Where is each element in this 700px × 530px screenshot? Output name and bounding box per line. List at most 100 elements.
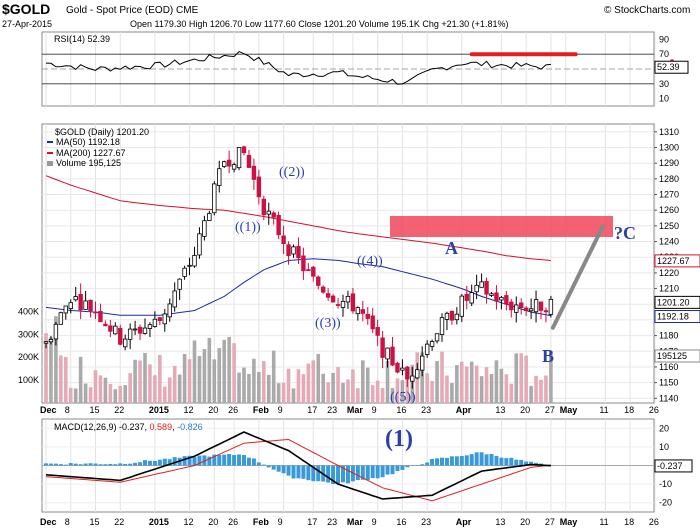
- volume-bar-37: [227, 336, 231, 403]
- wave-label-c: ?C: [614, 223, 636, 243]
- candle-body-28: [182, 267, 187, 277]
- candle-body-101: [543, 310, 549, 313]
- macd-current-tag-box: [654, 459, 693, 473]
- ma50-tag-box: [654, 310, 700, 324]
- volume-bar-102: [549, 351, 553, 403]
- macd-hist-bar-55: [316, 465, 321, 482]
- macd-hist-bar-15: [118, 463, 123, 466]
- candle-body-60: [340, 300, 346, 308]
- macd-hist-bar-92: [499, 457, 504, 466]
- x-axis-label-macd-17: 13: [495, 517, 505, 527]
- x-axis-label-macd-21: 11: [599, 517, 608, 527]
- candle-body-66: [370, 315, 375, 330]
- volume-bar-4: [64, 356, 68, 403]
- volume-bar-23: [158, 354, 162, 403]
- price-tick-label-15: 1160: [659, 362, 678, 372]
- x-axis-label-macd-9: 9: [278, 517, 283, 527]
- price-tick-label-2: 1290: [659, 158, 679, 168]
- macd-hist-bar-65: [365, 465, 370, 481]
- volume-bar-21: [148, 364, 152, 403]
- rsi-label: RSI(14) 52.39: [54, 34, 110, 44]
- volume-bar-95: [514, 353, 519, 403]
- candle-body-77: [424, 343, 430, 355]
- candle-body-6: [73, 296, 78, 301]
- macd-hist-bar-94: [509, 457, 514, 466]
- price-tick-label-17: 1140: [659, 393, 678, 403]
- macd-hist-bar-26: [172, 457, 177, 466]
- x-axis-label-price-21: 11: [599, 405, 608, 415]
- wave-label-1: ((1)): [235, 220, 261, 235]
- candle-body-19: [137, 326, 143, 334]
- candle-body-31: [197, 233, 202, 256]
- x-axis-label-price-2: 15: [90, 405, 100, 415]
- macd-hist-bar-61: [345, 465, 350, 484]
- x-axis-label-price-6: 20: [208, 405, 218, 415]
- price-legend-title: $GOLD (Daily) 1201.20: [55, 127, 149, 137]
- macd-hist-bar-93: [504, 458, 509, 466]
- macd-hist-bar-76: [420, 464, 425, 466]
- volume-bar-42: [252, 358, 256, 403]
- candle-body-72: [400, 367, 405, 371]
- x-axis-label-macd-2: 15: [90, 517, 100, 527]
- x-axis-label-price-19: 27: [545, 405, 555, 415]
- volume-bar-54: [311, 360, 316, 403]
- x-axis-label-price-9: 9: [278, 405, 283, 415]
- macd-hist-bar-88: [479, 452, 484, 466]
- volume-tag-box: [654, 349, 700, 363]
- macd-hist-bar-63: [355, 465, 360, 481]
- macd-hist-bar-21: [147, 460, 152, 466]
- candle-body-88: [479, 281, 484, 288]
- macd-hist-bar-22: [152, 460, 157, 466]
- volume-bar-22: [153, 375, 157, 403]
- macd-hist-bar-5: [68, 463, 73, 466]
- candle-body-54: [311, 266, 316, 277]
- volume-bar-59: [336, 367, 340, 403]
- macd-hist-bar-8: [83, 463, 88, 466]
- candle-body-98: [528, 308, 534, 312]
- x-axis-label-price-23: 26: [649, 405, 659, 415]
- candle-body-57: [325, 293, 331, 298]
- x-axis-label-price-17: 13: [495, 405, 505, 415]
- candle-body-8: [83, 300, 88, 310]
- macd-hist-bar-58: [331, 465, 336, 485]
- macd-hist-bar-33: [207, 456, 212, 466]
- macd-hist-bar-71: [395, 465, 400, 472]
- x-axis-label-price-11: 23: [327, 405, 337, 415]
- x-axis-label-macd-11: 23: [327, 517, 337, 527]
- candle-body-45: [266, 210, 271, 215]
- volume-bar-85: [464, 366, 469, 403]
- rsi-line: [45, 51, 551, 85]
- candle-body-100: [538, 301, 544, 311]
- volume-bar-65: [365, 367, 370, 403]
- volume-tick-label-2: 200K: [18, 352, 39, 362]
- volume-bar-17: [128, 373, 132, 403]
- macd-hist-bar-10: [93, 463, 98, 466]
- volume-bar-50: [291, 388, 296, 403]
- x-axis-label-price-3: 22: [114, 405, 124, 415]
- price-tick-label-10: 1210: [659, 284, 679, 294]
- macd-hist-bar-81: [444, 457, 449, 466]
- x-axis-label-macd-16: Apr: [456, 517, 472, 527]
- volume-bar-78: [430, 381, 434, 403]
- macd-tick-label-3: -10: [659, 479, 672, 489]
- volume-bar-46: [271, 350, 276, 403]
- rsi-current-tag-box: [654, 60, 689, 74]
- macd-layer: [44, 431, 553, 502]
- volume-bar-24: [163, 386, 167, 403]
- candle-body-71: [395, 362, 400, 373]
- macd-hist-bar-83: [454, 456, 459, 466]
- rsi-tick-label-1: 70: [659, 49, 669, 59]
- x-axis-label-macd-0: Dec: [40, 517, 57, 527]
- volume-bar-94: [509, 383, 514, 403]
- macd-hist-bar-89: [484, 454, 489, 466]
- macd-hist-bar-73: [405, 465, 410, 468]
- volume-tick-label-1: 300K: [18, 329, 39, 339]
- close-price-tag: 1201.20: [657, 297, 690, 307]
- macd-hist-bar-9: [88, 463, 93, 466]
- resistance-zone: [390, 216, 613, 237]
- macd-hist-bar-68: [380, 465, 385, 478]
- x-axis-label-macd-13: 9: [372, 517, 377, 527]
- candle-body-96: [519, 302, 524, 309]
- candle-body-89: [484, 280, 489, 295]
